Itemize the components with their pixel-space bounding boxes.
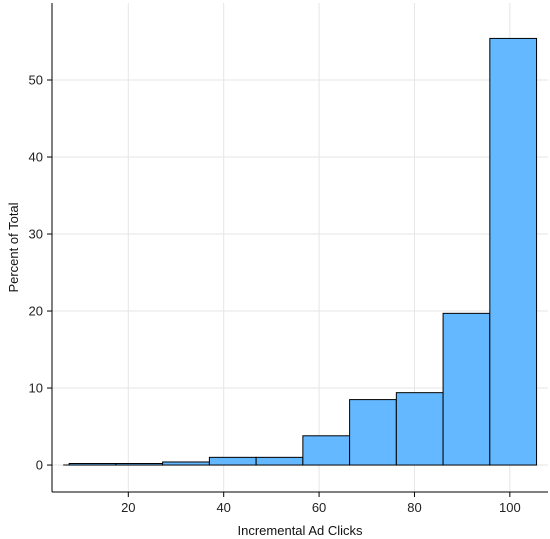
histogram-bar-9 <box>489 37 538 466</box>
histogram-bar-5 <box>302 435 351 466</box>
y-tick-label-4: 40 <box>29 150 43 165</box>
histogram-bar-2 <box>162 461 210 466</box>
y-tick-label-0: 0 <box>36 458 43 473</box>
y-axis-title: Percent of Total <box>6 202 21 292</box>
x-tick-label-4: 100 <box>499 500 521 515</box>
histogram-bars <box>63 37 538 466</box>
x-tick-label-1: 40 <box>216 500 230 515</box>
histogram-bar-4 <box>255 456 304 466</box>
histogram-bar-6 <box>349 399 397 466</box>
histogram-bar-7 <box>395 392 444 466</box>
y-tick-label-2: 20 <box>29 304 43 319</box>
histogram-bar-8 <box>442 312 491 466</box>
y-tick-label-3: 30 <box>29 227 43 242</box>
y-tick-label-5: 50 <box>29 73 43 88</box>
y-tick-label-1: 10 <box>29 381 43 396</box>
x-axis-title: Incremental Ad Clicks <box>238 523 363 538</box>
histogram-bar-1 <box>115 463 164 466</box>
histogram-bar-3 <box>208 456 257 466</box>
x-tick-label-3: 80 <box>407 500 421 515</box>
x-tick-label-0: 20 <box>121 500 135 515</box>
x-tick-label-2: 60 <box>312 500 326 515</box>
axes <box>47 3 548 497</box>
histogram-bar-0 <box>68 463 117 466</box>
tick-labels: 0 10 20 30 40 50 20 40 60 80 100 <box>29 73 521 515</box>
